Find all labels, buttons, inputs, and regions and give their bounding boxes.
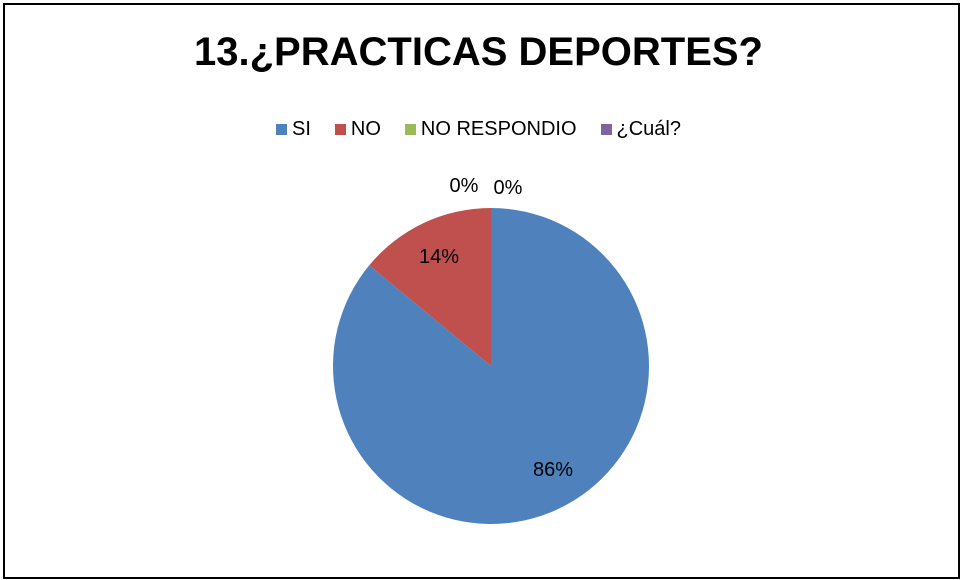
legend-label-si: SI — [292, 118, 311, 140]
data-label-cual: 0% — [494, 177, 523, 199]
legend-label-no-respondio: NO RESPONDIO — [420, 118, 577, 140]
chart-title: 13.¿PRACTICAS DEPORTES? — [194, 30, 763, 74]
legend-item-no-respondio: NO RESPONDIO — [404, 118, 577, 141]
legend-swatch-cual — [600, 124, 612, 135]
legend-label-cual: ¿Cuál? — [616, 118, 681, 140]
pie-slice-no — [369, 208, 491, 366]
legend-swatch-no-respondio — [404, 124, 416, 135]
chart-legend: SI NO NO RESPONDIO ¿Cuál? — [0, 118, 957, 141]
legend-label-no: NO — [350, 118, 381, 140]
legend-item-si: SI — [276, 118, 311, 141]
data-label-no: 14% — [419, 246, 459, 268]
legend-item-cual: ¿Cuál? — [600, 118, 681, 141]
data-label-si: 86% — [533, 459, 573, 481]
data-label-no-respondio: 0% — [450, 175, 479, 197]
legend-item-no: NO — [334, 118, 381, 141]
legend-swatch-no — [334, 124, 346, 135]
legend-swatch-si — [276, 124, 288, 135]
